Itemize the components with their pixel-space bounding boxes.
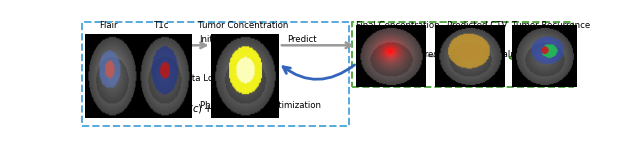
FancyArrowPatch shape bbox=[283, 65, 355, 79]
Text: Flair: Flair bbox=[99, 21, 118, 30]
Text: Tumor Recurrence: Tumor Recurrence bbox=[512, 21, 590, 30]
Text: Optimization: Optimization bbox=[267, 101, 322, 110]
Text: Predict: Predict bbox=[287, 35, 317, 44]
Text: Predicted CTV: Predicted CTV bbox=[447, 21, 507, 30]
Text: Physics  Loss: Physics Loss bbox=[200, 101, 256, 110]
Text: Evaluation: Evaluation bbox=[492, 50, 538, 59]
Text: Data Loss: Data Loss bbox=[180, 74, 223, 83]
Text: Init: Init bbox=[200, 35, 213, 44]
Text: Tumor Concentration: Tumor Concentration bbox=[198, 21, 288, 30]
Text: $\frac{\partial c}{\partial t} = \nabla \cdot (D\nabla c) + \rho c(1-c)$: $\frac{\partial c}{\partial t} = \nabla … bbox=[139, 102, 259, 119]
Text: T1c: T1c bbox=[154, 21, 170, 30]
Text: Final Concentration: Final Concentration bbox=[356, 21, 439, 30]
Text: Threshold: Threshold bbox=[415, 50, 458, 59]
